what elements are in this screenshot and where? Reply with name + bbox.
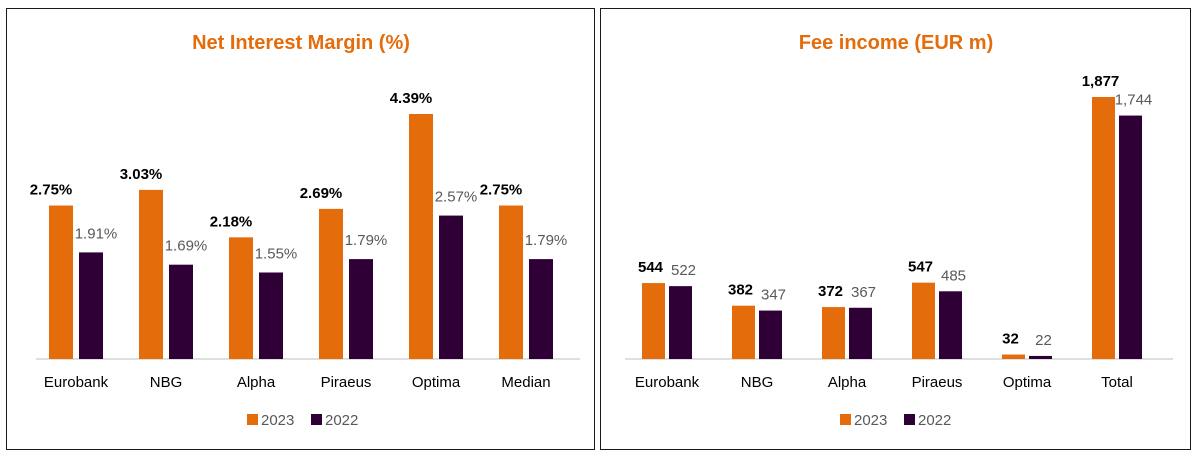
fee-label-2023-optima: 32	[1002, 331, 1019, 348]
fee-bar-2023-total	[1092, 97, 1115, 359]
fee-category-optima: Optima	[1003, 374, 1052, 391]
nim-legend-swatch-2023	[247, 414, 258, 425]
nim-category-median: Median	[501, 374, 550, 391]
fee-category-eurobank: Eurobank	[635, 374, 700, 391]
fee-chart-title: Fee income (EUR m)	[799, 32, 993, 54]
nim-category-alpha: Alpha	[237, 374, 276, 391]
nim-bar-2022-eurobank	[79, 252, 103, 359]
fee-category-total: Total	[1101, 374, 1133, 391]
fee-label-2023-nbg: 382	[728, 282, 753, 299]
nim-legend-swatch-2022	[311, 414, 322, 425]
fee-bar-2022-nbg	[759, 310, 782, 359]
fee-bar-2023-alpha	[822, 307, 845, 359]
fee-bar-2023-eurobank	[642, 283, 665, 359]
nim-category-optima: Optima	[412, 374, 461, 391]
nim-label-2022-optima: 2.57%	[435, 189, 478, 206]
nim-bar-2022-piraeus	[349, 259, 373, 359]
nim-label-2022-nbg: 1.69%	[165, 238, 208, 255]
nim-label-2022-eurobank: 1.91%	[75, 225, 118, 242]
nim-bar-2023-median	[499, 205, 523, 359]
nim-legend-label-2023: 2023	[261, 412, 294, 429]
fee-label-2022-piraeus: 485	[941, 267, 966, 284]
fee-category-piraeus: Piraeus	[912, 374, 963, 391]
fee-bar-2022-eurobank	[669, 286, 692, 359]
nim-bar-2022-optima	[439, 215, 463, 359]
fee-bar-2023-nbg	[732, 305, 755, 359]
nim-bar-2023-eurobank	[49, 205, 73, 359]
nim-bar-2023-optima	[409, 114, 433, 359]
nim-label-2023-piraeus: 2.69%	[300, 185, 343, 202]
nim-bar-2023-nbg	[139, 189, 163, 359]
nim-label-2022-piraeus: 1.79%	[345, 232, 388, 249]
fee-label-2023-total: 1,877	[1082, 73, 1120, 90]
fee-label-2022-total: 1,744	[1115, 92, 1153, 109]
nim-label-2022-median: 1.79%	[525, 232, 568, 249]
nim-label-2023-eurobank: 2.75%	[30, 182, 73, 199]
fee-legend-swatch-2022	[904, 414, 915, 425]
fee-chart: Fee income (EUR m) 544 522 Eurobank 382 347 N…	[625, 32, 1173, 429]
fee-category-nbg: NBG	[741, 374, 774, 391]
fee-label-2023-eurobank: 544	[638, 259, 664, 276]
fee-bar-2022-total	[1119, 115, 1142, 359]
fee-label-2022-alpha: 367	[851, 284, 876, 301]
nim-bar-2022-nbg	[169, 264, 193, 359]
fee-bar-2022-piraeus	[939, 291, 962, 359]
fee-legend-label-2023: 2023	[854, 412, 887, 429]
nim-category-eurobank: Eurobank	[44, 374, 109, 391]
fee-bar-2023-piraeus	[912, 282, 935, 359]
fee-bar-2022-alpha	[849, 307, 872, 359]
nim-chart-title: Net Interest Margin (%)	[192, 32, 410, 54]
fee-label-2022-optima: 22	[1035, 332, 1052, 349]
nim-label-2023-median: 2.75%	[480, 182, 523, 199]
nim-bar-2022-alpha	[259, 272, 283, 359]
nim-label-2023-alpha: 2.18%	[210, 213, 253, 230]
nim-chart-panel: Net Interest Margin (%) 2.75% 1.91% Euroba…	[6, 8, 595, 450]
fee-label-2022-nbg: 347	[761, 287, 786, 304]
nim-label-2022-alpha: 1.55%	[255, 245, 298, 262]
fee-legend-label-2022: 2022	[918, 412, 951, 429]
nim-bar-2023-piraeus	[319, 208, 343, 359]
nim-chart: Net Interest Margin (%) 2.75% 1.91% Euroba…	[30, 32, 580, 429]
fee-legend-swatch-2023	[840, 414, 851, 425]
nim-category-piraeus: Piraeus	[321, 374, 372, 391]
nim-bar-2023-alpha	[229, 237, 253, 359]
fee-label-2023-piraeus: 547	[908, 259, 933, 276]
nim-label-2023-optima: 4.39%	[390, 90, 433, 107]
fee-label-2023-alpha: 372	[818, 283, 843, 300]
nim-label-2023-nbg: 3.03%	[120, 166, 163, 183]
fee-label-2022-eurobank: 522	[671, 262, 696, 279]
nim-bar-2022-median	[529, 259, 553, 359]
fee-bar-2023-optima	[1002, 354, 1025, 359]
fee-category-alpha: Alpha	[828, 374, 867, 391]
nim-category-nbg: NBG	[150, 374, 183, 391]
nim-legend-label-2022: 2022	[325, 412, 358, 429]
fee-bar-2022-optima	[1029, 355, 1052, 359]
fee-chart-panel: Fee income (EUR m) 544 522 Eurobank 382 347 N…	[600, 8, 1191, 450]
